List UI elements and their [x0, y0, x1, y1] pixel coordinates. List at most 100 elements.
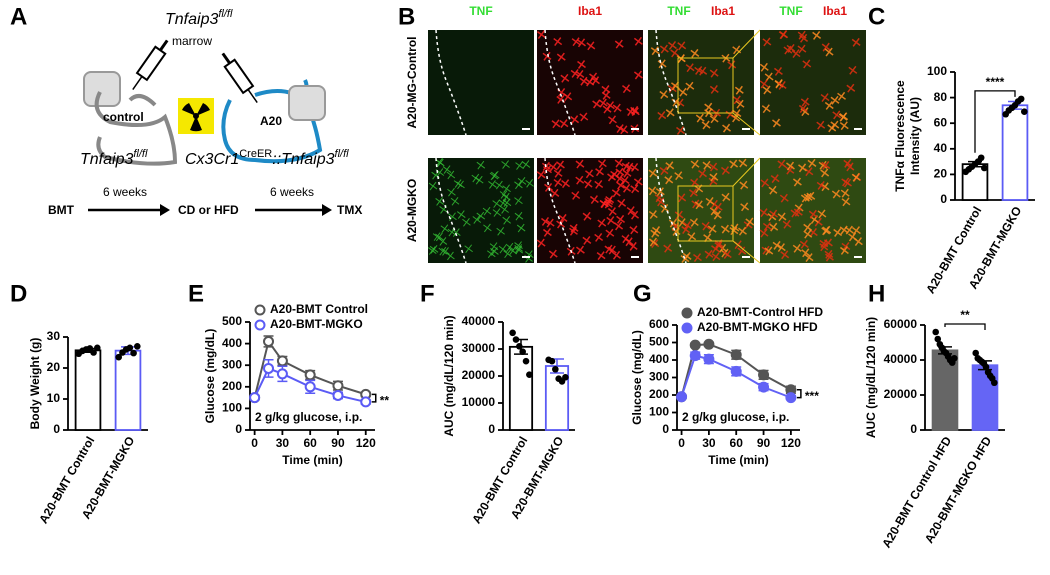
- cell: [614, 158, 624, 168]
- row-label: A20-MG-Control: [405, 37, 419, 129]
- cell: [681, 225, 691, 235]
- cell: [663, 243, 673, 253]
- data-point: [982, 363, 990, 371]
- cell: [450, 196, 460, 206]
- cell: [816, 120, 826, 130]
- cell: [782, 219, 792, 229]
- marker: [758, 369, 770, 381]
- data-point: [552, 365, 559, 373]
- cell: [702, 160, 712, 170]
- data-point: [991, 379, 998, 387]
- panel-label: D: [10, 280, 27, 307]
- cell: [659, 44, 669, 54]
- donor-label: Tnfaip3fl/fl: [165, 8, 233, 28]
- cell: [786, 43, 796, 53]
- cell: [498, 244, 508, 254]
- cell: [517, 177, 527, 186]
- cell: [777, 80, 787, 90]
- cell: [597, 159, 607, 168]
- channel-label: Iba1: [578, 4, 602, 18]
- cell: [657, 59, 667, 69]
- cell: [570, 115, 580, 125]
- y-tick-label: 30: [47, 329, 61, 343]
- data-point: [977, 154, 985, 162]
- y-tick-label: 500: [222, 314, 242, 328]
- y-tick-label: 0: [488, 422, 495, 436]
- marker: [730, 349, 742, 361]
- cell: [476, 160, 486, 170]
- cell: [621, 234, 631, 244]
- cell: [772, 240, 782, 250]
- superscript: fl/fl: [133, 148, 148, 160]
- cell: [464, 244, 473, 254]
- cell: [452, 228, 461, 237]
- cell: [435, 197, 444, 206]
- diagram: [83, 39, 332, 216]
- cell: [586, 41, 596, 51]
- cell: [818, 160, 828, 170]
- cell: [536, 30, 546, 40]
- row-label: A20-MGKO: [405, 179, 419, 242]
- note: 2 g/kg glucose, i.p.: [255, 410, 362, 424]
- cell: [428, 181, 438, 191]
- cell: [738, 158, 748, 168]
- cell: [837, 91, 847, 101]
- cell: [676, 54, 686, 64]
- cell: [759, 228, 769, 238]
- cell: [594, 180, 604, 189]
- cell: [695, 113, 705, 123]
- legend-marker: [254, 319, 266, 331]
- cell: [690, 178, 700, 187]
- superscript: CreER: [239, 148, 272, 160]
- cell: [476, 211, 486, 221]
- cell: [630, 184, 640, 194]
- cell: [436, 158, 445, 168]
- cell: [678, 87, 688, 97]
- cell: [764, 246, 774, 256]
- cell: [612, 250, 621, 260]
- legend-marker: [681, 322, 693, 334]
- data-point: [1021, 108, 1028, 115]
- cell: [605, 101, 615, 111]
- cell: [677, 218, 687, 228]
- channel-label: TNF: [469, 4, 492, 18]
- panel-label: B: [398, 3, 415, 30]
- marker: [304, 381, 316, 393]
- cell: [689, 217, 699, 227]
- cell: [722, 123, 731, 133]
- cell: [839, 246, 849, 255]
- channel-label: TNF: [779, 4, 802, 18]
- cell: [799, 33, 809, 43]
- cell: [545, 218, 555, 228]
- cell: [571, 190, 581, 200]
- y-tick-label: 400: [222, 336, 242, 350]
- cell: [607, 115, 617, 125]
- syringe: [221, 52, 258, 104]
- x-axis-label: Time (min): [708, 453, 768, 467]
- cell: [553, 37, 563, 47]
- y-tick-label: 100: [927, 64, 947, 78]
- cell: [685, 63, 695, 73]
- timeline-step: TMX: [337, 203, 362, 217]
- cell: [759, 208, 769, 218]
- cell: [833, 228, 843, 237]
- cell: [605, 228, 615, 238]
- control-mouse: [94, 91, 178, 166]
- cell: [496, 226, 505, 236]
- cell: [543, 165, 552, 175]
- cell: [745, 217, 755, 227]
- cell: [729, 226, 739, 236]
- arrow-head: [160, 204, 170, 216]
- cell: [762, 222, 772, 231]
- cell: [693, 253, 702, 262]
- cell: [851, 37, 861, 47]
- cell: [830, 95, 840, 105]
- interval: 6 weeks: [270, 185, 314, 199]
- cell: [502, 184, 511, 194]
- marker: [730, 365, 742, 377]
- y-tick-label: 100: [649, 405, 669, 419]
- cell: [595, 167, 605, 177]
- cell: [804, 167, 814, 177]
- cell: [471, 173, 481, 183]
